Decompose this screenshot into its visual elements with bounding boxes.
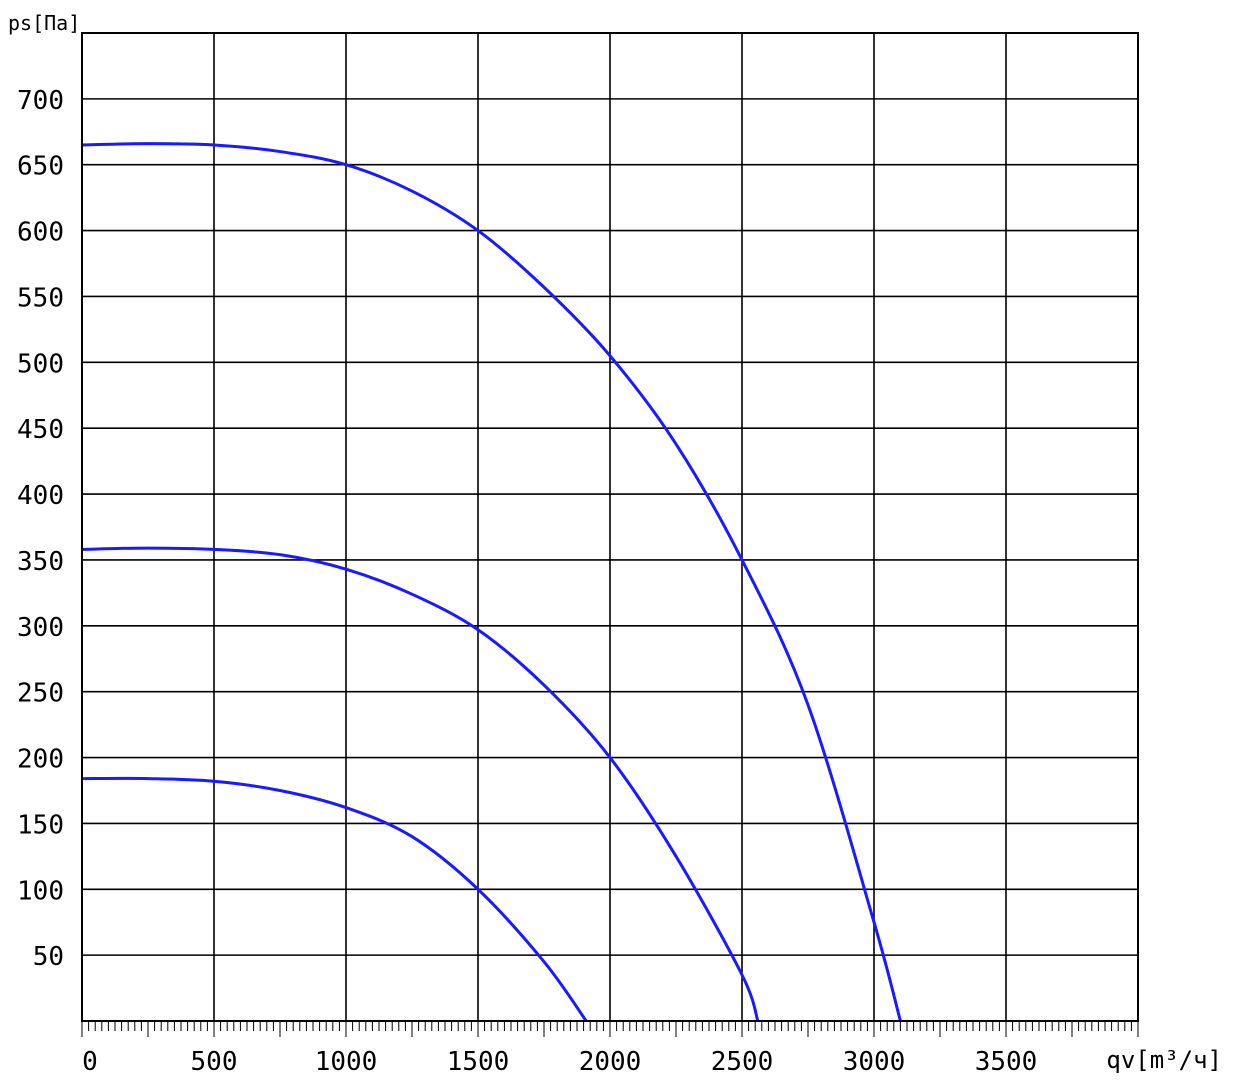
y-tick-label-8: 450: [17, 415, 64, 445]
curve-series-3: [81, 776, 588, 1022]
y-axis-label: ps[Па]: [8, 11, 80, 35]
x-tick-label-6: 3000: [843, 1047, 906, 1077]
x-tick-label-4: 2000: [579, 1047, 642, 1077]
y-tick-label-11: 600: [17, 218, 64, 248]
y-tick-label-13: 700: [17, 86, 64, 116]
y-tick-labels: 50 100 150 200 250 300 350 400 450 500 550 600 650 70…: [17, 86, 64, 972]
y-tick-label-0: 50: [33, 942, 64, 972]
x-tick-label-7: 3500: [975, 1047, 1038, 1077]
x-tick-label-5: 2500: [711, 1047, 774, 1077]
y-tick-label-9: 500: [17, 349, 64, 379]
y-tick-label-5: 300: [17, 613, 64, 643]
x-tick-label-0: 0: [82, 1047, 98, 1077]
y-tick-label-2: 150: [17, 810, 64, 840]
curve-series-1: [81, 142, 902, 1022]
x-axis-label: qv[m³/ч]: [1106, 1046, 1222, 1074]
y-tick-label-4: 250: [17, 679, 64, 709]
curves: [81, 142, 902, 1022]
y-tick-label-1: 100: [17, 876, 64, 906]
y-tick-label-3: 200: [17, 745, 64, 775]
y-tick-label-6: 350: [17, 547, 64, 577]
curve-series-2: [81, 546, 760, 1022]
x-tick-label-1: 500: [191, 1047, 238, 1077]
x-tick-labels: 0 500 1000 1500 2000 2500 3000 3500: [82, 1047, 1037, 1077]
grid-lines: [82, 33, 1138, 1021]
x-tick-label-2: 1000: [315, 1047, 378, 1077]
x-tick-label-3: 1500: [447, 1047, 510, 1077]
y-tick-label-10: 550: [17, 283, 64, 313]
y-tick-label-7: 400: [17, 481, 64, 511]
x-minor-ticks: [81, 1021, 1139, 1037]
y-tick-label-12: 650: [17, 152, 64, 182]
plot-frame: [81, 32, 1139, 1022]
